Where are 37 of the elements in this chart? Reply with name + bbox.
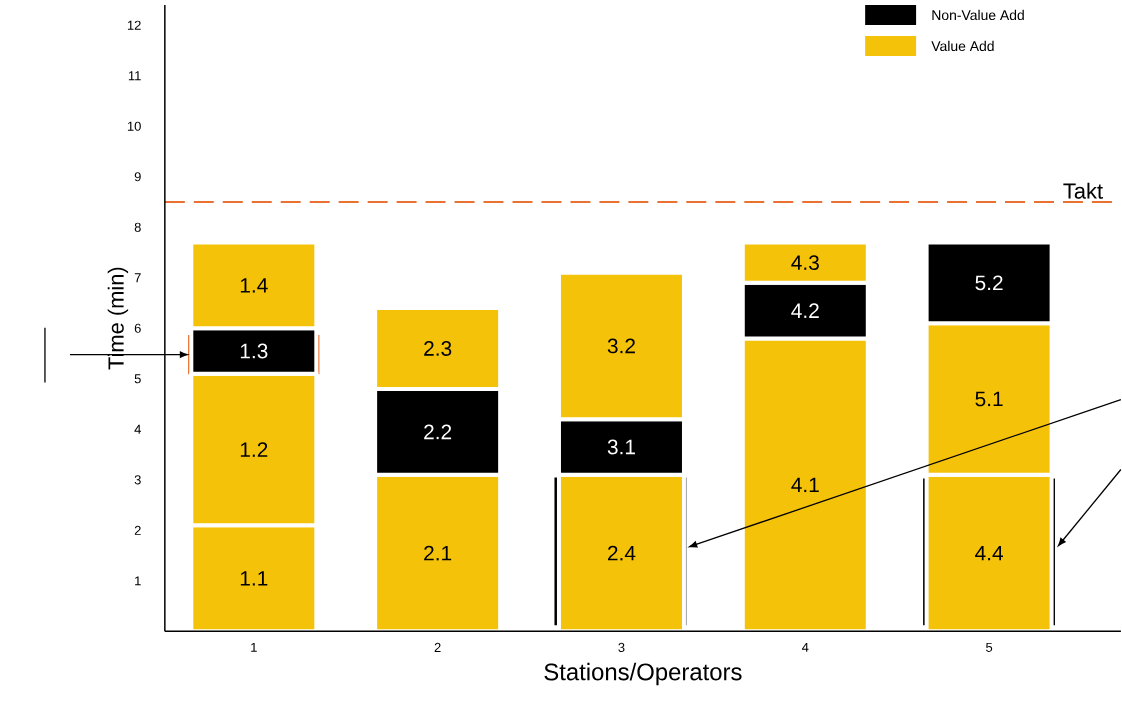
ref-line-label: Takt <box>1063 182 1103 199</box>
y-tick-label: 7 <box>134 273 141 283</box>
annotation: 4.1 <box>791 477 819 492</box>
x-tick-label: 1 <box>251 642 257 652</box>
y-tick-label: 5 <box>134 374 141 384</box>
annotation: 2.4 <box>607 545 636 561</box>
annotation: 1.2 <box>240 442 268 457</box>
y-tick-label: 6 <box>134 323 141 333</box>
annotation: 4.2 <box>791 303 819 318</box>
x-tick-label: 4 <box>801 642 809 652</box>
y-tick-label: 12 <box>127 20 141 30</box>
annotation: 5.1 <box>975 391 1003 407</box>
x-tick-label: 3 <box>618 642 625 652</box>
annotation: 3.2 <box>607 338 635 354</box>
legend-label: Non-Value Add <box>932 9 1024 20</box>
x-axis-title: Stations/Operators <box>544 662 742 685</box>
annotation: 2.2 <box>424 424 452 439</box>
y-tick-label: 2 <box>134 525 141 535</box>
annotation: 2.1 <box>424 545 452 561</box>
y-tick-label: 3 <box>134 475 141 485</box>
annotation: 2.3 <box>424 340 452 356</box>
x-tick-label: 5 <box>986 642 993 652</box>
annotation: 1.1 <box>240 571 268 586</box>
x-tick-label: 2 <box>434 642 441 652</box>
annotation: 4.4 <box>975 545 1004 561</box>
annotation: 5.2 <box>975 275 1003 291</box>
annotation: 3.1 <box>607 439 635 455</box>
y-tick-label: 4 <box>134 424 141 434</box>
y-tick-label: 8 <box>134 222 141 232</box>
y-tick-label: 9 <box>134 172 141 182</box>
annotation: 1.4 <box>240 278 268 293</box>
y-tick-label: 1 <box>135 576 141 586</box>
annotation: 4.3 <box>791 255 819 270</box>
legend-label: Value Add <box>931 40 994 51</box>
y-tick-label: 11 <box>128 71 141 81</box>
annotation: 1.3 <box>240 343 268 359</box>
y-tick-label: 10 <box>127 121 141 131</box>
